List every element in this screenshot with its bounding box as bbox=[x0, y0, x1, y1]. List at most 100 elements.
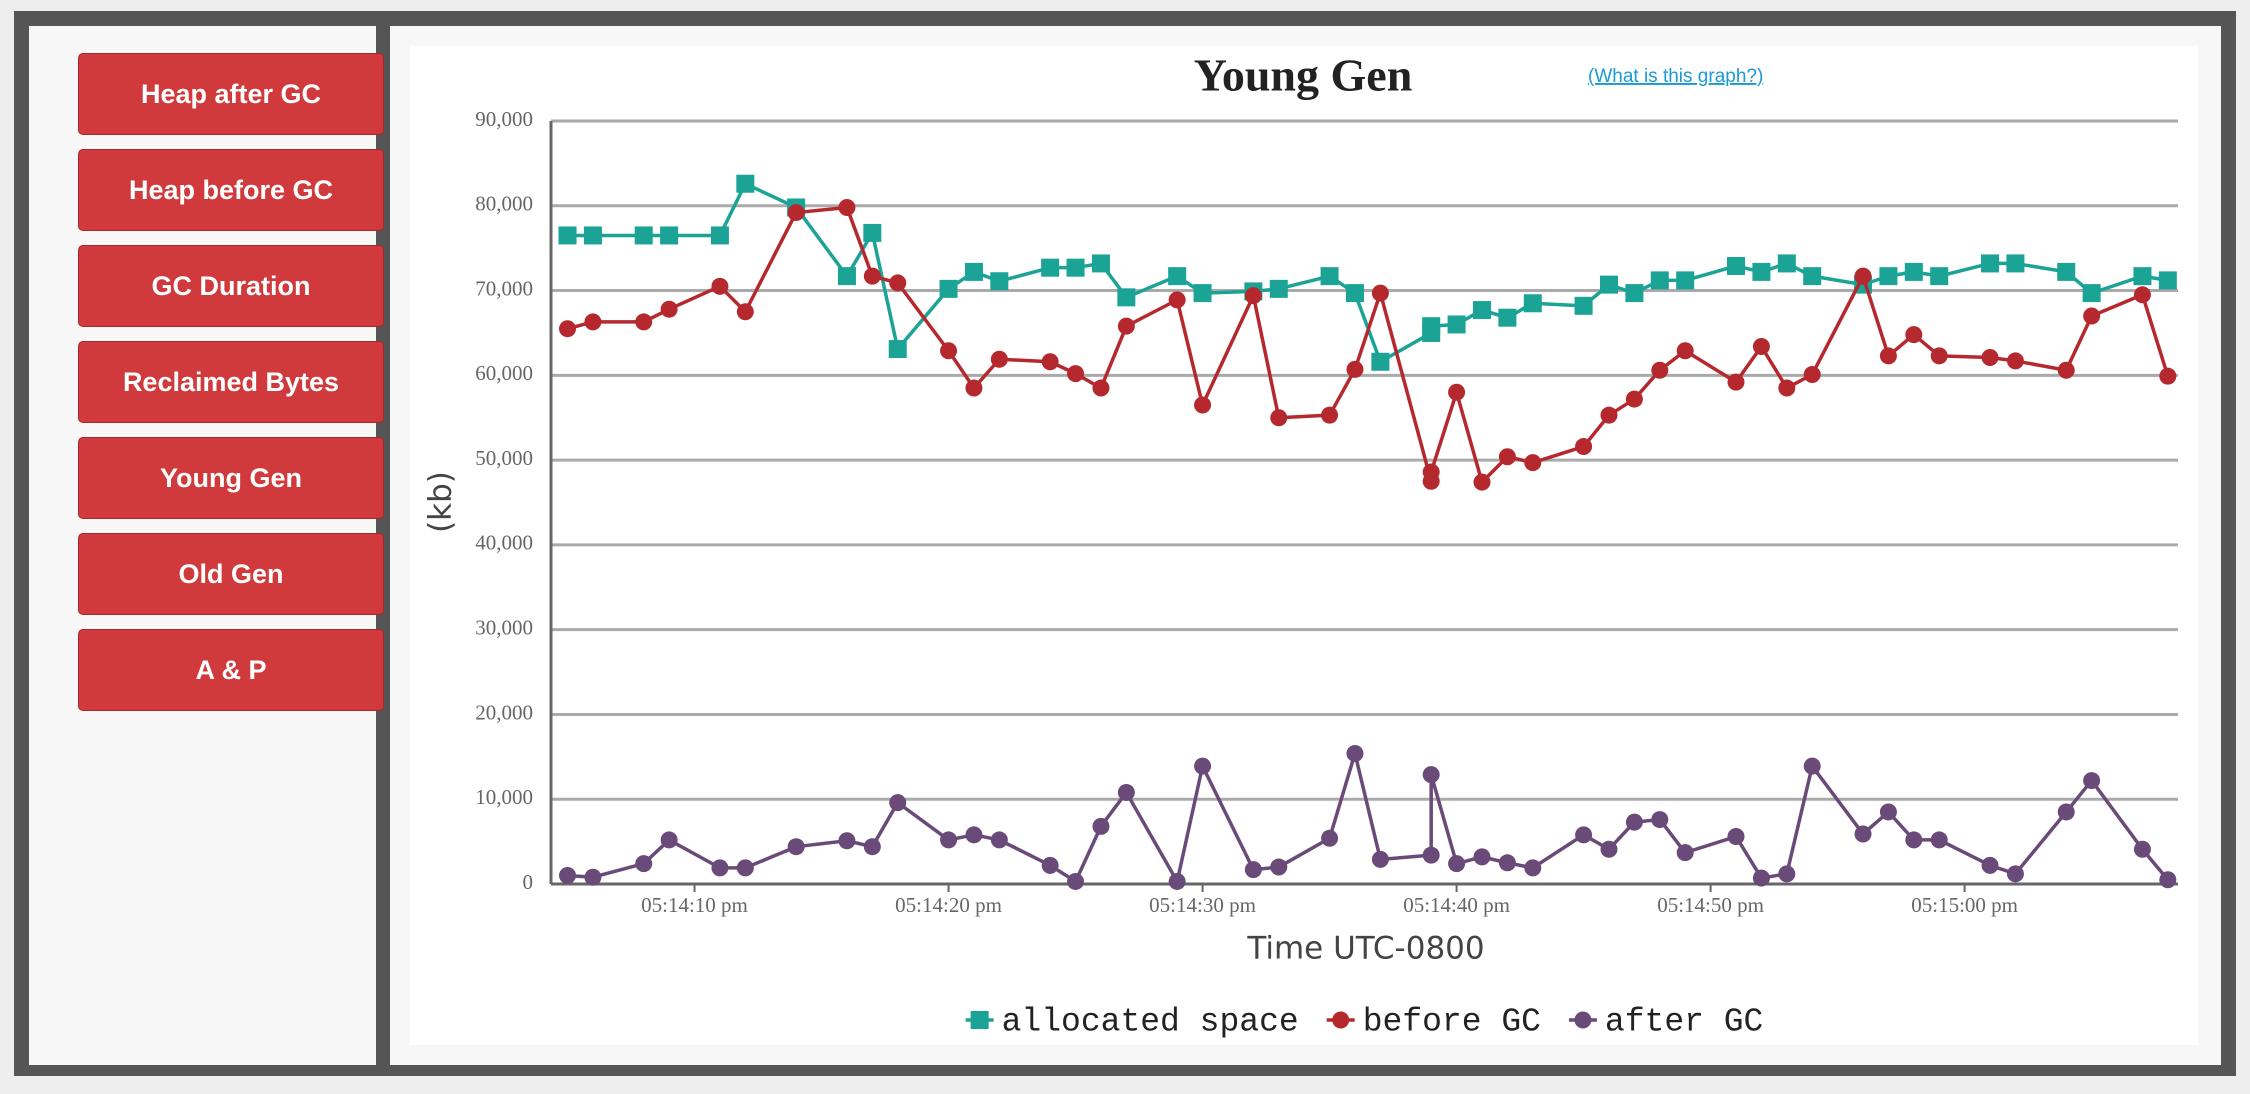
nav-button[interactable]: Heap after GC bbox=[78, 53, 384, 135]
data-point bbox=[635, 855, 653, 873]
data-point bbox=[1269, 279, 1288, 298]
sidebar: Heap after GC Heap before GC GC Duration… bbox=[29, 26, 384, 1065]
data-point bbox=[965, 826, 983, 844]
data-point bbox=[559, 867, 577, 885]
data-point bbox=[1448, 855, 1466, 873]
data-point bbox=[559, 320, 577, 338]
legend-label: after GC bbox=[1605, 1004, 1763, 1041]
data-point bbox=[1651, 361, 1669, 379]
data-point bbox=[1600, 840, 1618, 858]
data-point bbox=[939, 279, 958, 298]
nav-button[interactable]: Old Gen bbox=[78, 533, 384, 615]
data-point bbox=[2158, 271, 2177, 290]
x-tick-label: 05:14:40 pm bbox=[1403, 893, 1510, 917]
data-point bbox=[635, 313, 653, 331]
data-point bbox=[2133, 286, 2151, 304]
x-tick-label: 05:14:10 pm bbox=[641, 893, 748, 917]
data-point bbox=[1168, 872, 1186, 890]
data-point bbox=[1981, 856, 1999, 874]
data-point bbox=[863, 223, 882, 242]
data-point bbox=[1066, 258, 1085, 277]
data-point bbox=[710, 226, 729, 245]
data-point bbox=[1625, 813, 1643, 831]
data-point bbox=[1879, 347, 1897, 365]
data-point bbox=[1447, 315, 1466, 334]
series-line bbox=[567, 205, 2170, 484]
data-point bbox=[1422, 463, 1440, 481]
data-point bbox=[838, 832, 856, 850]
y-tick-label: 20,000 bbox=[475, 700, 533, 724]
data-point bbox=[1651, 811, 1669, 829]
data-point bbox=[1321, 406, 1339, 424]
x-axis-label: Time UTC-0800 bbox=[1246, 931, 1484, 967]
data-point bbox=[1498, 308, 1517, 327]
data-point bbox=[838, 198, 856, 216]
data-point bbox=[1930, 267, 1949, 286]
data-point bbox=[940, 831, 958, 849]
data-point bbox=[2006, 352, 2024, 370]
nav-button[interactable]: Young Gen bbox=[78, 437, 384, 519]
y-tick-label: 70,000 bbox=[475, 276, 533, 300]
nav-button[interactable]: GC Duration bbox=[78, 245, 384, 327]
data-point bbox=[1905, 831, 1923, 849]
help-link[interactable]: (What is this graph?) bbox=[1588, 66, 1763, 87]
data-point bbox=[964, 262, 983, 281]
data-point bbox=[584, 313, 602, 331]
data-point bbox=[2057, 262, 2076, 281]
data-point bbox=[711, 859, 729, 877]
data-point bbox=[1321, 829, 1339, 847]
x-tick-label: 05:14:30 pm bbox=[1149, 893, 1256, 917]
data-point bbox=[863, 838, 881, 856]
data-point bbox=[1346, 360, 1364, 378]
data-point bbox=[1879, 803, 1897, 821]
data-point bbox=[990, 272, 1009, 291]
data-point bbox=[711, 277, 729, 295]
data-point bbox=[1575, 826, 1593, 844]
y-tick-label: 30,000 bbox=[475, 615, 533, 639]
nav-button[interactable]: Reclaimed Bytes bbox=[78, 341, 384, 423]
data-point bbox=[584, 868, 602, 886]
data-point bbox=[1041, 258, 1060, 277]
data-point bbox=[1067, 872, 1085, 890]
y-tick-label: 80,000 bbox=[475, 192, 533, 216]
data-point bbox=[1320, 267, 1339, 286]
data-point bbox=[1117, 288, 1136, 307]
data-point bbox=[1981, 349, 1999, 367]
legend-label: allocated space bbox=[1002, 1004, 1299, 1041]
data-point bbox=[1345, 284, 1364, 303]
data-point bbox=[1041, 353, 1059, 371]
data-point bbox=[1524, 859, 1542, 877]
data-point bbox=[1091, 254, 1110, 273]
data-point bbox=[1422, 846, 1440, 864]
nav-button[interactable]: Heap before GC bbox=[78, 149, 384, 231]
data-point bbox=[1524, 454, 1542, 472]
y-tick-label: 90,000 bbox=[475, 107, 533, 131]
data-point bbox=[889, 794, 907, 812]
data-point bbox=[1727, 256, 1746, 275]
data-point bbox=[2159, 367, 2177, 385]
data-point bbox=[1676, 844, 1694, 862]
data-point bbox=[660, 226, 679, 245]
legend-label: before GC bbox=[1363, 1004, 1541, 1041]
data-point bbox=[1194, 757, 1212, 775]
data-point bbox=[1346, 744, 1364, 762]
data-point bbox=[1676, 271, 1695, 290]
data-point bbox=[2083, 307, 2101, 325]
nav-button[interactable]: A & P bbox=[78, 629, 384, 711]
data-point bbox=[1473, 848, 1491, 866]
data-point bbox=[1904, 262, 1923, 281]
data-point bbox=[2082, 284, 2101, 303]
data-point bbox=[1498, 448, 1516, 466]
data-point bbox=[1422, 766, 1440, 784]
data-point bbox=[787, 838, 805, 856]
data-point bbox=[965, 379, 983, 397]
data-point bbox=[1498, 854, 1516, 872]
data-point bbox=[1676, 342, 1694, 360]
data-point bbox=[1930, 347, 1948, 365]
data-point bbox=[1117, 317, 1135, 335]
data-point bbox=[1448, 383, 1466, 401]
y-tick-label: 60,000 bbox=[475, 361, 533, 385]
y-tick-label: 50,000 bbox=[475, 446, 533, 470]
data-point bbox=[1625, 284, 1644, 303]
